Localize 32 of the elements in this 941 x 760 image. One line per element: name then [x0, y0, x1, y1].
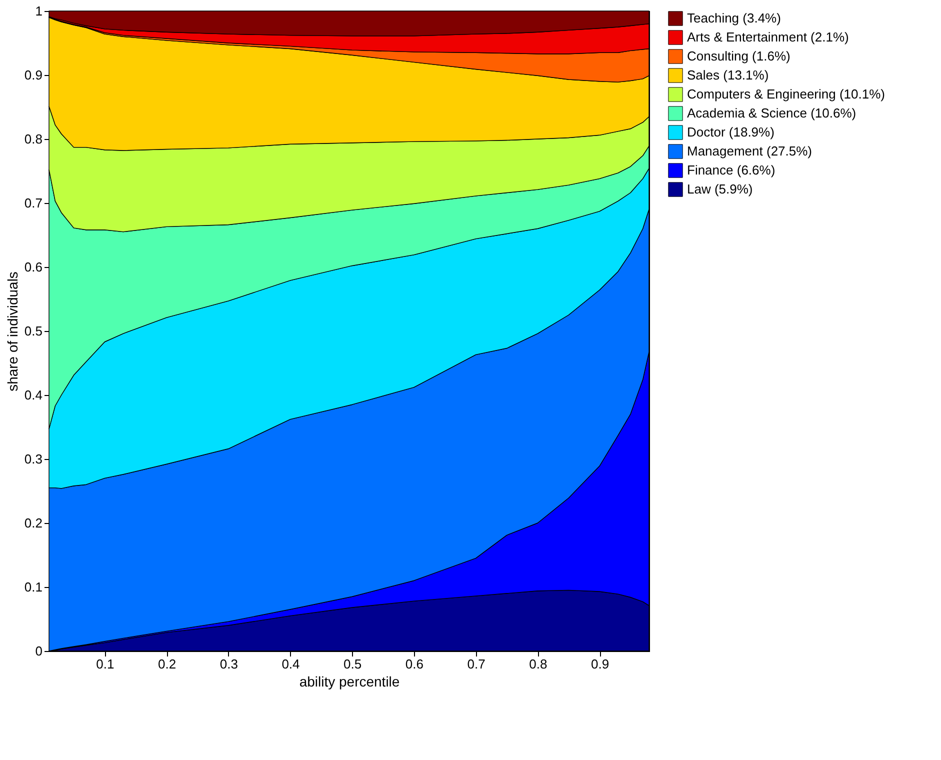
x-tick-label: 0.5 [344, 656, 362, 672]
x-tick-label: 0.6 [405, 656, 424, 672]
y-tick-label: 0.4 [24, 388, 42, 402]
legend-label: Academia & Science (10.6%) [687, 106, 856, 120]
y-tick-label: 0.9 [24, 68, 42, 82]
x-tick-label: 0.7 [467, 656, 486, 672]
x-tick-label: 0.4 [282, 656, 300, 672]
y-tick-label: 0.8 [24, 132, 42, 146]
legend-label: Finance (6.6%) [687, 162, 776, 178]
x-tick-label: 0.1 [96, 656, 114, 672]
x-tick-label: 0.3 [220, 656, 238, 672]
x-tick-label: 0.2 [158, 656, 176, 672]
y-tick-label: 0.5 [24, 324, 42, 338]
y-tick-label: 0.2 [24, 516, 42, 530]
y-tick-label: 0.3 [24, 452, 42, 466]
x-axis-title: ability percentile [299, 674, 400, 690]
x-tick-label: 0.9 [590, 656, 610, 672]
legend-label: Computers & Engineering (10.1%) [687, 86, 885, 102]
y-tick-label: 0.1 [24, 580, 42, 594]
y-axis-title: share of individuals [4, 272, 20, 392]
legend-label: Sales (13.1%) [687, 68, 769, 82]
x-tick-label: 0.8 [529, 656, 548, 672]
legend-label: Arts & Entertainment (2.1%) [687, 30, 849, 44]
legend-label: Teaching (3.4%) [687, 10, 781, 26]
y-tick-label: 1 [35, 4, 42, 18]
y-tick-label: 0 [35, 644, 42, 658]
legend-label: Management (27.5%) [687, 144, 812, 158]
legend-label: Consulting (1.6%) [687, 48, 790, 64]
y-tick-label: 0.6 [24, 260, 42, 274]
y-tick-label: 0.7 [24, 196, 42, 210]
legend-label: Doctor (18.9%) [687, 124, 774, 140]
legend-label: Law (5.9%) [687, 182, 753, 196]
